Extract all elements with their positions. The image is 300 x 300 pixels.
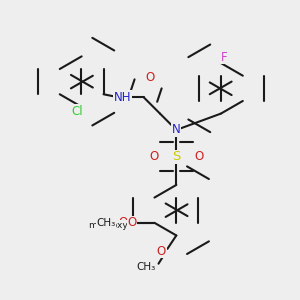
Text: O: O xyxy=(194,150,203,163)
Text: methoxy: methoxy xyxy=(88,221,128,230)
Text: O: O xyxy=(157,245,166,258)
Text: O: O xyxy=(145,71,154,84)
Text: O: O xyxy=(149,150,159,163)
Text: S: S xyxy=(172,150,181,163)
Text: O: O xyxy=(118,216,128,229)
Text: F: F xyxy=(220,51,227,64)
Text: CH₃: CH₃ xyxy=(136,262,155,272)
Text: CH₃: CH₃ xyxy=(97,218,116,228)
Text: NH: NH xyxy=(114,91,132,104)
Text: O: O xyxy=(128,216,136,229)
Text: N: N xyxy=(172,123,181,136)
Text: Cl: Cl xyxy=(71,105,83,118)
